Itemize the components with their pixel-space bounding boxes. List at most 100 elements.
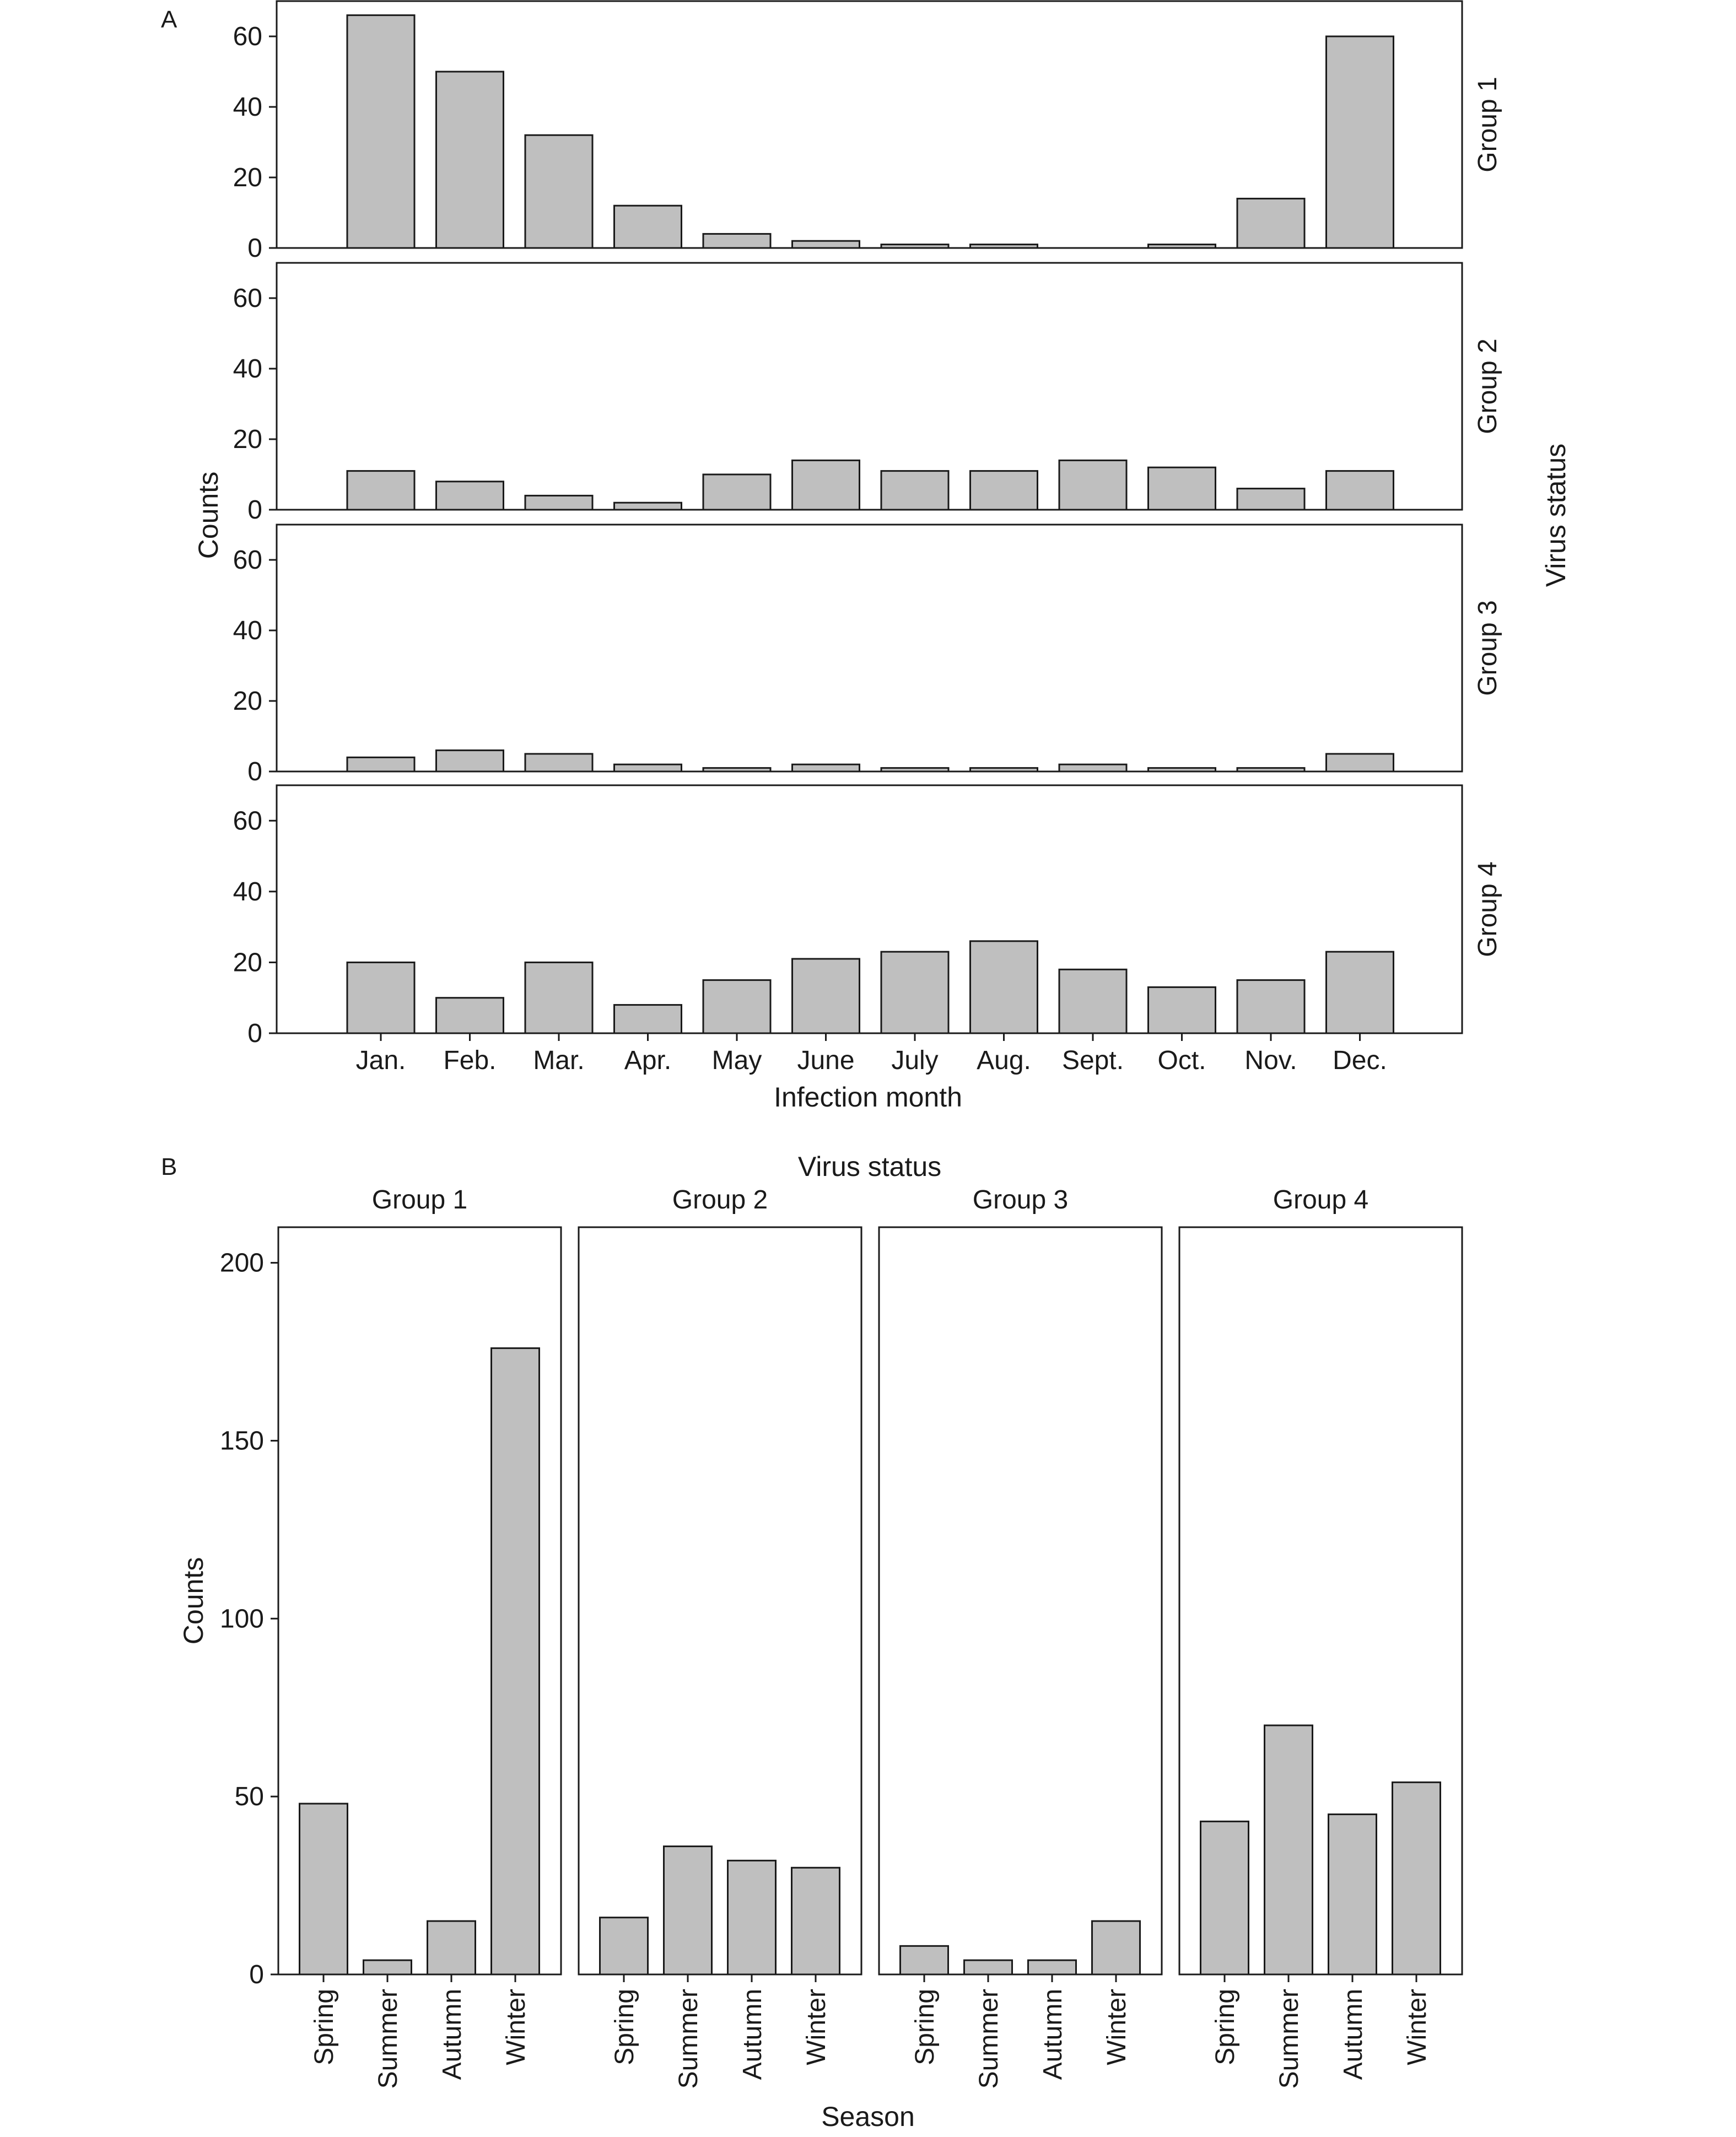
panel-b-x-axis-title: Season xyxy=(821,2101,915,2132)
bar-a-group-3-jan xyxy=(346,756,416,773)
ytick-label-a-group-4-60: 60 xyxy=(233,806,262,835)
panel-a-facets: 0 20 40 60 Group 1 0 20 40 60 Group 2 0 20 40 60 Group… xyxy=(233,0,1502,1048)
ytick-label-a-group-2-40: 40 xyxy=(233,354,262,384)
xtick-label-b-group-3-summer: Summer xyxy=(974,1989,1004,2089)
panel-a-x-ticks: Jan. Feb. Mar. Apr. May June July Aug. Sept. Oct.… xyxy=(356,1033,1387,1075)
ytick-label-a-group-3-0: 0 xyxy=(247,757,262,786)
bar-a-group-2-may xyxy=(702,473,772,511)
bar-a-group-4-sept xyxy=(1058,968,1128,1034)
bar-a-group-2-feb xyxy=(435,481,504,511)
xtick-label-a-dec: Dec. xyxy=(1333,1046,1387,1075)
bar-a-group-4-jan xyxy=(346,961,416,1034)
bar-a-group-2-oct xyxy=(1147,466,1216,511)
bar-a-group-4-feb xyxy=(435,997,504,1034)
ytick-label-a-group-1-40: 40 xyxy=(233,93,262,122)
bar-a-group-3-nov xyxy=(1236,767,1306,773)
bar-b-group-2-winter xyxy=(791,1866,840,1976)
ytick-label-a-group-3-40: 40 xyxy=(233,616,262,645)
bar-a-group-4-aug xyxy=(969,940,1038,1034)
panel-a-letter: A xyxy=(161,6,177,33)
bar-a-group-3-june xyxy=(791,763,860,773)
ytick-label-a-group-3-60: 60 xyxy=(233,546,262,575)
xtick-label-b-group-2-summer: Summer xyxy=(674,1989,703,2089)
bar-a-group-3-dec xyxy=(1325,753,1394,773)
bar-a-group-3-sept xyxy=(1058,763,1128,773)
bar-a-group-4-may xyxy=(702,979,772,1034)
panel-a-facet-group-3: 0 20 40 60 Group 3 xyxy=(233,524,1502,786)
panel-b-y-axis-title: Counts xyxy=(178,1557,209,1644)
bar-b-group-2-spring xyxy=(599,1917,649,1976)
panel-b-facet-group-2: Group 2 Spring Summer Autumn Winter xyxy=(578,1185,862,2089)
bar-a-group-4-nov xyxy=(1236,979,1306,1034)
panel-b-y-ticks: 0 50 100 150 200 xyxy=(220,1249,278,1989)
strip-label-a-group-1: Group 1 xyxy=(1473,77,1502,172)
bar-a-group-2-apr xyxy=(613,501,682,511)
ytick-label-a-group-3-20: 20 xyxy=(233,687,262,716)
ytick-label-b-50: 50 xyxy=(235,1782,264,1811)
bar-a-group-1-nov xyxy=(1236,197,1306,249)
panel-b-facet-group-3: Group 3 Spring Summer Autumn Winter xyxy=(878,1185,1163,2089)
strip-label-a-group-4: Group 4 xyxy=(1473,861,1502,957)
panel-b-facet-group-1: Group 1 Spring Summer Autumn Winter xyxy=(277,1185,562,2089)
panel-a-frame-group-1 xyxy=(276,0,1463,249)
bar-a-group-4-apr xyxy=(613,1004,682,1034)
bar-a-group-1-mar xyxy=(524,134,594,249)
bar-b-group-1-summer xyxy=(363,1959,412,1976)
bar-a-group-1-oct xyxy=(1147,244,1216,249)
ytick-label-a-group-1-60: 60 xyxy=(233,22,262,51)
bar-a-group-3-may xyxy=(702,767,772,773)
bar-a-group-4-oct xyxy=(1147,986,1216,1034)
panel-a-frame-group-3 xyxy=(276,524,1463,773)
bar-b-group-2-summer xyxy=(663,1845,713,1976)
xtick-label-a-sept: Sept. xyxy=(1062,1046,1124,1075)
xtick-label-a-nov: Nov. xyxy=(1244,1046,1297,1075)
bar-a-group-2-aug xyxy=(969,470,1038,511)
bar-a-group-1-june xyxy=(791,240,860,249)
bar-b-group-3-winter xyxy=(1091,1920,1141,1976)
bar-a-group-3-apr xyxy=(613,763,682,773)
panel-b-facet-label: Virus status xyxy=(798,1151,941,1182)
bar-a-group-2-nov xyxy=(1236,488,1306,511)
bar-b-group-4-autumn xyxy=(1328,1813,1377,1976)
bar-b-group-2-autumn xyxy=(727,1859,777,1976)
bar-a-group-2-dec xyxy=(1325,470,1394,511)
bar-a-group-1-apr xyxy=(613,204,682,249)
bar-a-group-2-jan xyxy=(346,470,416,511)
panel-b-facet-group-4: Group 4 Spring Summer Autumn Winter xyxy=(1178,1185,1463,2089)
ytick-label-a-group-1-0: 0 xyxy=(247,234,262,263)
panel-a-facet-group-1: 0 20 40 60 Group 1 xyxy=(233,0,1502,263)
panel-b-frame-group-2 xyxy=(578,1226,862,1976)
panel-a-facet-label: Virus status xyxy=(1540,444,1571,587)
xtick-label-a-jan: Jan. xyxy=(356,1046,406,1075)
bar-b-group-4-winter xyxy=(1392,1781,1441,1976)
panel-a-facet-group-4: 0 20 40 60 Group 4 xyxy=(233,784,1502,1048)
xtick-label-b-group-4-spring: Spring xyxy=(1211,1989,1240,2065)
bar-a-group-2-july xyxy=(880,470,950,511)
bar-a-group-3-aug xyxy=(969,767,1038,773)
ytick-label-a-group-4-20: 20 xyxy=(233,948,262,977)
bar-a-group-3-mar xyxy=(524,753,594,773)
strip-label-a-group-2: Group 2 xyxy=(1473,338,1502,434)
xtick-label-a-oct: Oct. xyxy=(1157,1046,1206,1075)
xtick-label-a-mar: Mar. xyxy=(533,1046,584,1075)
bar-b-group-1-winter xyxy=(490,1347,540,1976)
panel-a-frame-group-4 xyxy=(276,784,1463,1034)
ytick-label-a-group-4-0: 0 xyxy=(247,1019,262,1048)
xtick-label-b-group-4-winter: Winter xyxy=(1403,1989,1432,2065)
bar-b-group-1-autumn xyxy=(427,1920,476,1976)
ytick-label-b-0: 0 xyxy=(249,1960,264,1989)
panel-a-y-axis-title: Counts xyxy=(193,472,224,559)
xtick-label-a-july: July xyxy=(891,1046,938,1075)
ytick-label-a-group-2-20: 20 xyxy=(233,425,262,454)
strip-label-a-group-3: Group 3 xyxy=(1473,600,1502,695)
ytick-label-b-200: 200 xyxy=(220,1249,264,1278)
ytick-label-a-group-2-60: 60 xyxy=(233,284,262,313)
bar-a-group-2-mar xyxy=(524,494,594,511)
panel-b: B Virus status Counts Season Group 1 Spri… xyxy=(161,1151,1463,2132)
panel-a-facet-group-2: 0 20 40 60 Group 2 xyxy=(233,262,1502,525)
bar-b-group-1-spring xyxy=(299,1803,348,1976)
xtick-label-b-group-3-winter: Winter xyxy=(1102,1989,1131,2065)
panel-a-x-axis-title: Infection month xyxy=(774,1082,962,1113)
bar-a-group-2-june xyxy=(791,459,860,511)
